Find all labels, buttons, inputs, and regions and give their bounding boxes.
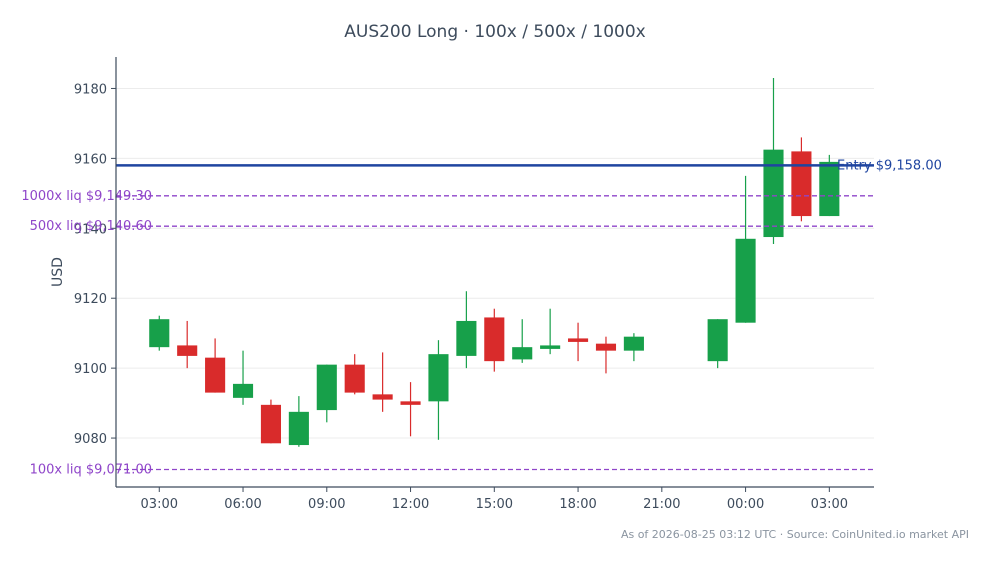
x-tick-label: 06:00 <box>224 497 261 512</box>
candle-down <box>568 322 589 362</box>
x-tick-label: 03:00 <box>141 497 178 512</box>
candle-down <box>177 320 198 369</box>
candle-body <box>623 336 644 351</box>
candle-down <box>791 137 812 222</box>
footer-source: As of 2026-08-25 03:12 UTC · Source: Coi… <box>621 528 969 541</box>
candle-body <box>456 320 477 356</box>
x-tick-label: 00:00 <box>727 497 764 512</box>
candle-body <box>316 364 337 411</box>
candles <box>149 77 840 447</box>
candle-body <box>763 149 784 238</box>
reference-lines: Entry $9,158.00 1000x liq $9,149.30 500x l… <box>21 158 942 477</box>
candle-body <box>735 238 756 323</box>
candle-up <box>707 319 728 369</box>
candle-up <box>763 77 784 245</box>
candle-body <box>149 319 170 348</box>
candle-up <box>456 291 477 369</box>
candle-body <box>232 383 254 398</box>
candle-up <box>623 333 644 362</box>
candle-up <box>735 175 756 323</box>
candle-body <box>372 394 393 400</box>
candle-body <box>540 345 561 349</box>
candle-down <box>484 308 505 372</box>
liq-100x-label: 100x liq $9,071.00 <box>30 463 152 478</box>
candle-body <box>428 354 449 402</box>
liq-500x-label: 500x liq $9,140.60 <box>30 219 152 234</box>
candle-body <box>707 319 728 362</box>
candle-body <box>400 401 421 405</box>
x-tick-label: 03:00 <box>811 497 848 512</box>
candle-body <box>484 317 505 362</box>
y-tick-label: 9100 <box>74 362 107 377</box>
liq-1000x-label: 1000x liq $9,149.30 <box>21 189 152 204</box>
x-tick-label: 09:00 <box>308 497 345 512</box>
candle-body <box>205 357 226 393</box>
candle-up <box>149 315 170 351</box>
grid-lines <box>116 87 874 439</box>
y-tick-label: 9080 <box>74 432 107 447</box>
y-tick-label: 9180 <box>74 82 107 97</box>
candle-body <box>288 411 309 446</box>
candle-body <box>344 364 365 393</box>
candle-body <box>260 404 282 444</box>
candle-down <box>344 354 365 395</box>
x-tick-label: 21:00 <box>643 497 680 512</box>
y-tick-label: 9140 <box>74 222 107 237</box>
chart-title: AUS200 Long · 100x / 500x / 1000x <box>344 22 645 42</box>
candle-up <box>288 396 309 447</box>
candle-body <box>791 151 812 217</box>
candle-up <box>540 308 561 355</box>
candle-body <box>512 347 533 360</box>
y-axis-ticks: 9080 9100 9120 9140 9160 9180 <box>74 82 116 447</box>
candle-down <box>595 336 617 374</box>
candle-down <box>400 382 421 437</box>
candle-down <box>260 399 282 444</box>
candle-down <box>372 352 393 412</box>
x-axis-ticks: 03:00 06:00 09:00 12:00 15:00 18:00 21:00 00:00… <box>141 487 848 512</box>
entry-label: Entry $9,158.00 <box>837 158 942 173</box>
candle-body <box>595 343 617 351</box>
candle-body <box>819 161 840 217</box>
y-tick-label: 9160 <box>74 152 107 167</box>
candle-body <box>177 345 198 356</box>
candle-up <box>428 340 449 440</box>
x-tick-label: 15:00 <box>476 497 513 512</box>
candle-body <box>568 338 589 342</box>
x-tick-label: 18:00 <box>559 497 596 512</box>
x-tick-label: 12:00 <box>392 497 429 512</box>
candle-up <box>512 319 533 363</box>
y-axis-label: USD <box>50 257 66 287</box>
candle-down <box>205 338 226 393</box>
y-tick-label: 9120 <box>74 292 107 307</box>
candle-up <box>316 364 337 423</box>
candle-up <box>232 350 254 405</box>
